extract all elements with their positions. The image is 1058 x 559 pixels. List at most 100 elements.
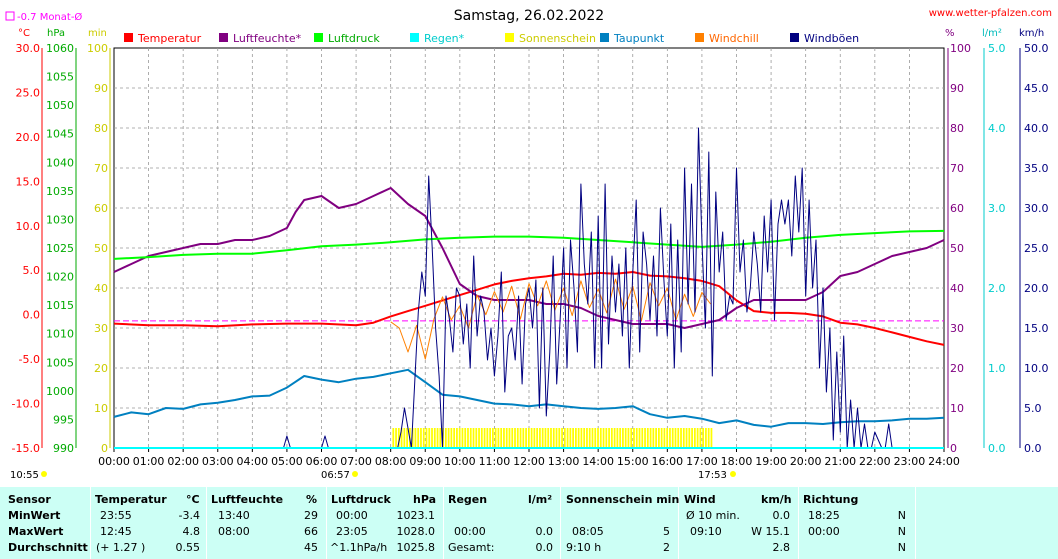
sunshine-bar bbox=[469, 428, 472, 448]
table-divider bbox=[678, 487, 679, 559]
wind-tick-label: 50.0 bbox=[1024, 42, 1049, 55]
pressure-tick-label: 1025 bbox=[46, 242, 74, 255]
sunshine-bar bbox=[422, 428, 425, 448]
legend-swatch bbox=[314, 33, 323, 42]
sunshine-bar bbox=[400, 428, 403, 448]
sunshine-bar bbox=[516, 428, 519, 448]
humidity-tick-label: 0 bbox=[950, 442, 957, 455]
table-divider bbox=[915, 487, 916, 559]
x-tick-label: 02:00 bbox=[167, 455, 199, 468]
website-link[interactable]: www.wetter-pfalzen.com bbox=[929, 8, 1052, 19]
avg-temp-value: 0.55 bbox=[175, 541, 201, 554]
sunshine-bar bbox=[680, 428, 682, 448]
legend-label: Luftfeuchte* bbox=[233, 32, 302, 45]
sunshine-tick-label: 40 bbox=[94, 282, 108, 295]
sunshine-bar bbox=[635, 428, 638, 448]
wind-tick-label: 15.0 bbox=[1024, 322, 1049, 335]
max-sun-value: 5 bbox=[663, 525, 670, 538]
sunshine-bar bbox=[702, 428, 705, 448]
wind-tick-label: 35.0 bbox=[1024, 162, 1049, 175]
legend-swatch bbox=[600, 33, 609, 42]
pressure-tick-label: 1010 bbox=[46, 328, 74, 341]
sunshine-bar bbox=[577, 428, 580, 448]
sunshine-tick-label: 10 bbox=[94, 402, 108, 415]
series-luftdruck bbox=[113, 229, 945, 260]
wind-tick-label: 5.0 bbox=[1024, 402, 1042, 415]
sunshine-bar bbox=[533, 428, 536, 448]
col-header-rain: Regen bbox=[448, 493, 488, 506]
wind-tick-label: 40.0 bbox=[1024, 122, 1049, 135]
sunshine-bar bbox=[693, 428, 696, 448]
max-press-time: 23:05 bbox=[336, 525, 368, 538]
humidity-tick-label: 50 bbox=[950, 242, 964, 255]
min-hum-time: 13:40 bbox=[218, 509, 250, 522]
avg-dir-value: N bbox=[897, 541, 906, 554]
sunshine-bar bbox=[641, 428, 644, 448]
x-tick-label: 07:00 bbox=[340, 455, 372, 468]
sunshine-bar bbox=[447, 428, 450, 448]
sunshine-bar bbox=[597, 428, 599, 448]
sunshine-bar bbox=[610, 428, 613, 448]
sunshine-bar bbox=[555, 428, 558, 448]
pressure-tick-label: 1040 bbox=[46, 156, 74, 169]
chart-title: Samstag, 26.02.2022 bbox=[454, 8, 604, 24]
sunshine-bar bbox=[682, 428, 685, 448]
row-label-avg: Durchschnitt bbox=[8, 541, 88, 554]
table-divider bbox=[443, 487, 444, 559]
x-tick-label: 09:00 bbox=[409, 455, 441, 468]
humidity-tick-label: 30 bbox=[950, 322, 964, 335]
rain-total-label: Gesamt: bbox=[448, 541, 495, 554]
humidity-tick-label: 80 bbox=[950, 122, 964, 135]
max-hum-value: 66 bbox=[304, 525, 318, 538]
sunshine-bar bbox=[489, 428, 491, 448]
sunshine-tick-label: 20 bbox=[94, 362, 108, 375]
pressure-tick-label: 1060 bbox=[46, 42, 74, 55]
sunshine-bar bbox=[497, 428, 500, 448]
humidity-tick-label: 90 bbox=[950, 82, 964, 95]
wind-tick-label: 10.0 bbox=[1024, 362, 1049, 375]
sunshine-bar bbox=[431, 428, 433, 448]
sunshine-bar bbox=[594, 428, 597, 448]
sunshine-bar bbox=[539, 428, 541, 448]
sunshine-bar bbox=[627, 428, 630, 448]
sunshine-bar bbox=[655, 428, 657, 448]
pressure-tick-label: 1000 bbox=[46, 385, 74, 398]
month-avg-legend: -0.7 Monat-Ø bbox=[17, 11, 82, 23]
pressure-tick-label: 1035 bbox=[46, 185, 74, 198]
x-tick-label: 05:00 bbox=[271, 455, 303, 468]
min-hum-value: 29 bbox=[304, 509, 318, 522]
day-start-sun-icon bbox=[41, 471, 47, 477]
x-tick-label: 01:00 bbox=[133, 455, 165, 468]
sunshine-bar bbox=[444, 428, 447, 448]
max-wind-time: 09:10 bbox=[690, 525, 722, 538]
sunshine-bar bbox=[525, 428, 527, 448]
series-windchill bbox=[390, 278, 711, 360]
max-rain-time: 00:00 bbox=[454, 525, 486, 538]
sunshine-bar bbox=[411, 428, 414, 448]
sunshine-bar bbox=[630, 428, 633, 448]
sunshine-bar bbox=[433, 428, 436, 448]
sunshine-tick-label: 100 bbox=[87, 42, 108, 55]
wind-tick-label: 0.0 bbox=[1024, 442, 1042, 455]
sunshine-bar bbox=[491, 428, 494, 448]
x-tick-label: 20:00 bbox=[790, 455, 822, 468]
table-divider bbox=[798, 487, 799, 559]
sunshine-bar bbox=[691, 428, 693, 448]
sunshine-bar bbox=[464, 428, 467, 448]
x-tick-label: 04:00 bbox=[236, 455, 268, 468]
max-hum-time: 08:00 bbox=[218, 525, 250, 538]
max-press-value: 1028.0 bbox=[396, 525, 436, 538]
x-tick-label: 23:00 bbox=[894, 455, 926, 468]
sunshine-bar bbox=[550, 428, 552, 448]
sunshine-bar bbox=[652, 428, 655, 448]
unit-hpa: hPa bbox=[47, 28, 65, 39]
sunshine-tick-label: 60 bbox=[94, 202, 108, 215]
sunshine-bar bbox=[403, 428, 406, 448]
avg-temp-delta: (+ 1.27 ) bbox=[96, 541, 146, 554]
temperature-tick-label: 25.0 bbox=[16, 86, 41, 99]
min-press-time: 00:00 bbox=[336, 509, 368, 522]
sunshine-bar bbox=[467, 428, 469, 448]
pressure-tick-label: 1045 bbox=[46, 128, 74, 141]
sunshine-bar bbox=[530, 428, 533, 448]
rain-total-value: 0.0 bbox=[535, 541, 554, 554]
